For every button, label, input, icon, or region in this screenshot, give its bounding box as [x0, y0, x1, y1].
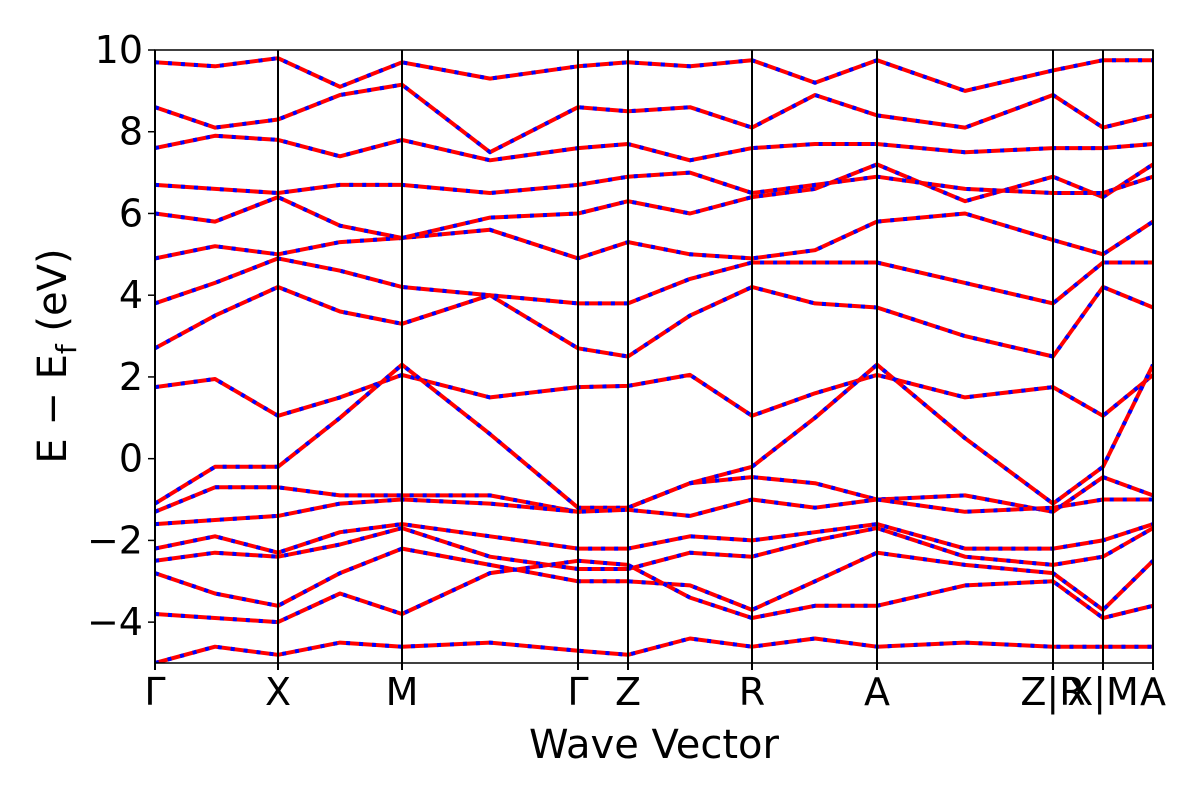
band-line [155, 133, 1153, 163]
x-tick-label: Γ [144, 670, 165, 714]
band-line [155, 82, 1153, 155]
band-dash [155, 372, 1153, 418]
x-tick-label: A [864, 670, 890, 714]
band-line [155, 636, 1153, 663]
x-tick-label: A [1140, 670, 1166, 714]
band-dash [155, 170, 1153, 195]
band-dash [155, 636, 1153, 663]
y-tick-label: 4 [119, 273, 143, 317]
band-line [155, 362, 1153, 510]
y-label-sub: f [50, 343, 83, 354]
plot-frame [154, 49, 1154, 664]
band-dash [155, 558, 1153, 625]
bands [155, 56, 1153, 663]
band-dash [155, 362, 1153, 510]
band-line [155, 256, 1153, 306]
band-dash [155, 522, 1153, 555]
y-tick-label: 2 [119, 355, 143, 399]
x-tick-label: X|M [1067, 670, 1139, 715]
x-tick-label: Γ [567, 670, 588, 714]
y-tick-label: 6 [119, 191, 143, 235]
band-dash [155, 285, 1153, 359]
band-line [155, 475, 1153, 514]
band-line [155, 170, 1153, 195]
y-tick-label: −4 [87, 600, 143, 644]
y-tick-label: 10 [95, 28, 143, 72]
y-tick-label: 0 [119, 437, 143, 481]
band-line [155, 522, 1153, 555]
x-tick-label: Z [615, 670, 641, 714]
x-tick-label: Z|R [1020, 670, 1085, 715]
band-dash [155, 211, 1153, 261]
x-tick-label: X [265, 670, 291, 714]
y-label-main: E − E [30, 354, 76, 464]
band-dash [155, 526, 1153, 571]
y-axis-label: E − Ef (eV) [30, 248, 83, 463]
band-dash [155, 56, 1153, 93]
y-tick-label: −2 [87, 518, 143, 562]
band-dash [155, 133, 1153, 163]
band-dash [155, 475, 1153, 514]
band-line [155, 285, 1153, 359]
band-line [155, 56, 1153, 93]
x-tick-label: R [739, 670, 765, 714]
x-tick-label: M [386, 670, 419, 714]
x-axis-label: Wave Vector [529, 722, 780, 768]
y-tick-label: 8 [119, 110, 143, 154]
y-label-unit: (eV) [30, 248, 76, 344]
band-dash [155, 162, 1153, 240]
band-dash [155, 82, 1153, 155]
band-line [155, 211, 1153, 261]
band-dash [155, 497, 1153, 527]
